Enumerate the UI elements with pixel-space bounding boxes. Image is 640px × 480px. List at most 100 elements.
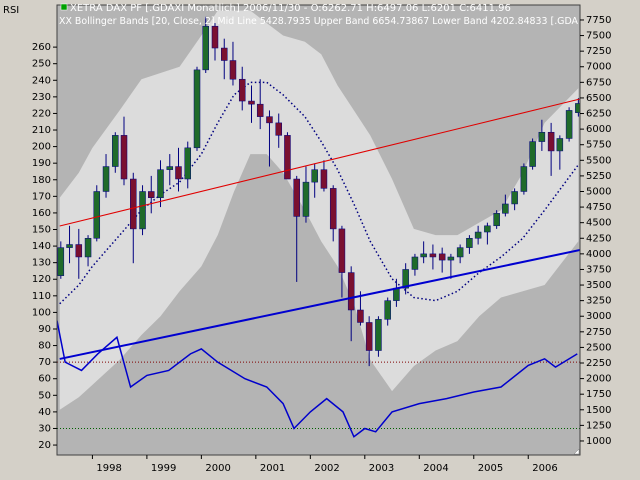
y2-tick-label: 190 (32, 158, 51, 169)
y2-tick-label: 20 (38, 440, 51, 451)
candle-body (502, 203, 509, 214)
y-tick-label: 1500 (586, 405, 611, 416)
candle-body (429, 253, 437, 258)
y-tick-label: 2250 (586, 358, 611, 369)
candle-body (139, 191, 146, 230)
candle-body (375, 319, 382, 351)
trend-line (59, 249, 580, 360)
candle-body (538, 131, 546, 142)
candle-body (66, 244, 73, 248)
y-tick-label: 3000 (586, 311, 611, 322)
y-tick-label: 4250 (586, 233, 611, 244)
candle-body (221, 47, 228, 61)
candle-body (511, 191, 518, 205)
candle-body (266, 116, 273, 124)
y2-tick-label: 70 (38, 357, 51, 368)
candle-body (520, 166, 528, 192)
candle-body (284, 135, 291, 180)
candle-body (275, 122, 282, 136)
y2-tick-label: 40 (38, 407, 51, 418)
y-tick-label: 5750 (586, 140, 611, 151)
y-tick-label: 1000 (586, 436, 611, 447)
y2-tick-label: 100 (32, 307, 51, 318)
y2-tick-label: 140 (32, 241, 51, 252)
x-tick-label: 2000 (205, 463, 230, 474)
x-tick-label: 2004 (423, 463, 448, 474)
candle-body (75, 244, 83, 258)
candle-body (357, 309, 364, 323)
candle-body (547, 131, 555, 152)
candle-body (329, 188, 337, 230)
y2-tick-label: 150 (32, 225, 51, 236)
y-tick-label: 7000 (586, 62, 611, 73)
y2-tick-label: 200 (32, 142, 51, 153)
candle-body (229, 60, 237, 80)
candle-body (411, 256, 419, 270)
candle-body (338, 228, 346, 273)
candle-body (248, 100, 255, 105)
candle-body (193, 69, 201, 149)
y2-tick-label: 230 (32, 92, 51, 103)
y-tick-label: 7250 (586, 46, 611, 57)
candle-body (438, 253, 446, 261)
candle-body (384, 300, 391, 320)
bollinger-band (59, 10, 579, 410)
x-tick-label: 2006 (532, 463, 557, 474)
y-tick-label: 4750 (586, 202, 611, 213)
y-tick-label: 4000 (586, 249, 611, 260)
y-tick-label: 1250 (586, 420, 611, 431)
y-tick-label: 6000 (586, 124, 611, 135)
candle-body (320, 169, 328, 189)
y-tick-label: 2500 (586, 342, 611, 353)
x-tick-label: 2002 (314, 463, 339, 474)
y-tick-label: 7750 (586, 15, 611, 26)
candle-body (493, 213, 500, 227)
candle-body (120, 135, 128, 180)
y2-tick-label: 110 (32, 291, 51, 302)
x-tick-label: 2003 (369, 463, 394, 474)
y2-tick-label: 30 (38, 423, 51, 434)
candle-body (402, 269, 409, 289)
candle-body (166, 166, 174, 170)
y2-tick-label: 220 (32, 108, 51, 119)
candle-body (293, 178, 300, 217)
candle-body (565, 110, 573, 139)
y-tick-label: 5250 (586, 171, 611, 182)
left-axis-label: RSI (3, 5, 19, 16)
candle-body (556, 138, 564, 152)
y-tick-label: 6250 (586, 109, 611, 120)
candle-body (456, 247, 464, 258)
candle-body (302, 181, 310, 217)
y2-tick-label: 120 (32, 274, 51, 285)
candle-body (256, 103, 264, 117)
y-tick-label: 4500 (586, 218, 611, 229)
candle-body (347, 272, 355, 311)
candle-body (575, 103, 580, 113)
candle-body (466, 238, 473, 248)
x-tick-label: 1999 (151, 463, 176, 474)
candle-body (157, 169, 164, 198)
candle-body (93, 191, 101, 239)
candle-body (130, 178, 137, 230)
candle-body (112, 135, 119, 167)
y2-tick-label: 60 (38, 374, 51, 385)
y-tick-label: 2750 (586, 327, 611, 338)
candle-body (211, 25, 219, 49)
candle-body (57, 247, 65, 276)
candle-body (147, 191, 155, 198)
candle-body (447, 256, 455, 261)
y2-tick-label: 130 (32, 258, 51, 269)
y2-tick-label: 80 (38, 341, 51, 352)
y-tick-label: 6750 (586, 77, 611, 88)
y-tick-label: 6500 (586, 93, 611, 104)
candle-body (365, 322, 373, 351)
candle-body (175, 166, 182, 180)
y2-tick-label: 260 (32, 42, 51, 53)
candle-body (184, 147, 191, 180)
y-tick-label: 5000 (586, 186, 611, 197)
rsi-line (57, 320, 578, 438)
x-tick-label: 2001 (260, 463, 285, 474)
y-tick-label: 2000 (586, 374, 611, 385)
